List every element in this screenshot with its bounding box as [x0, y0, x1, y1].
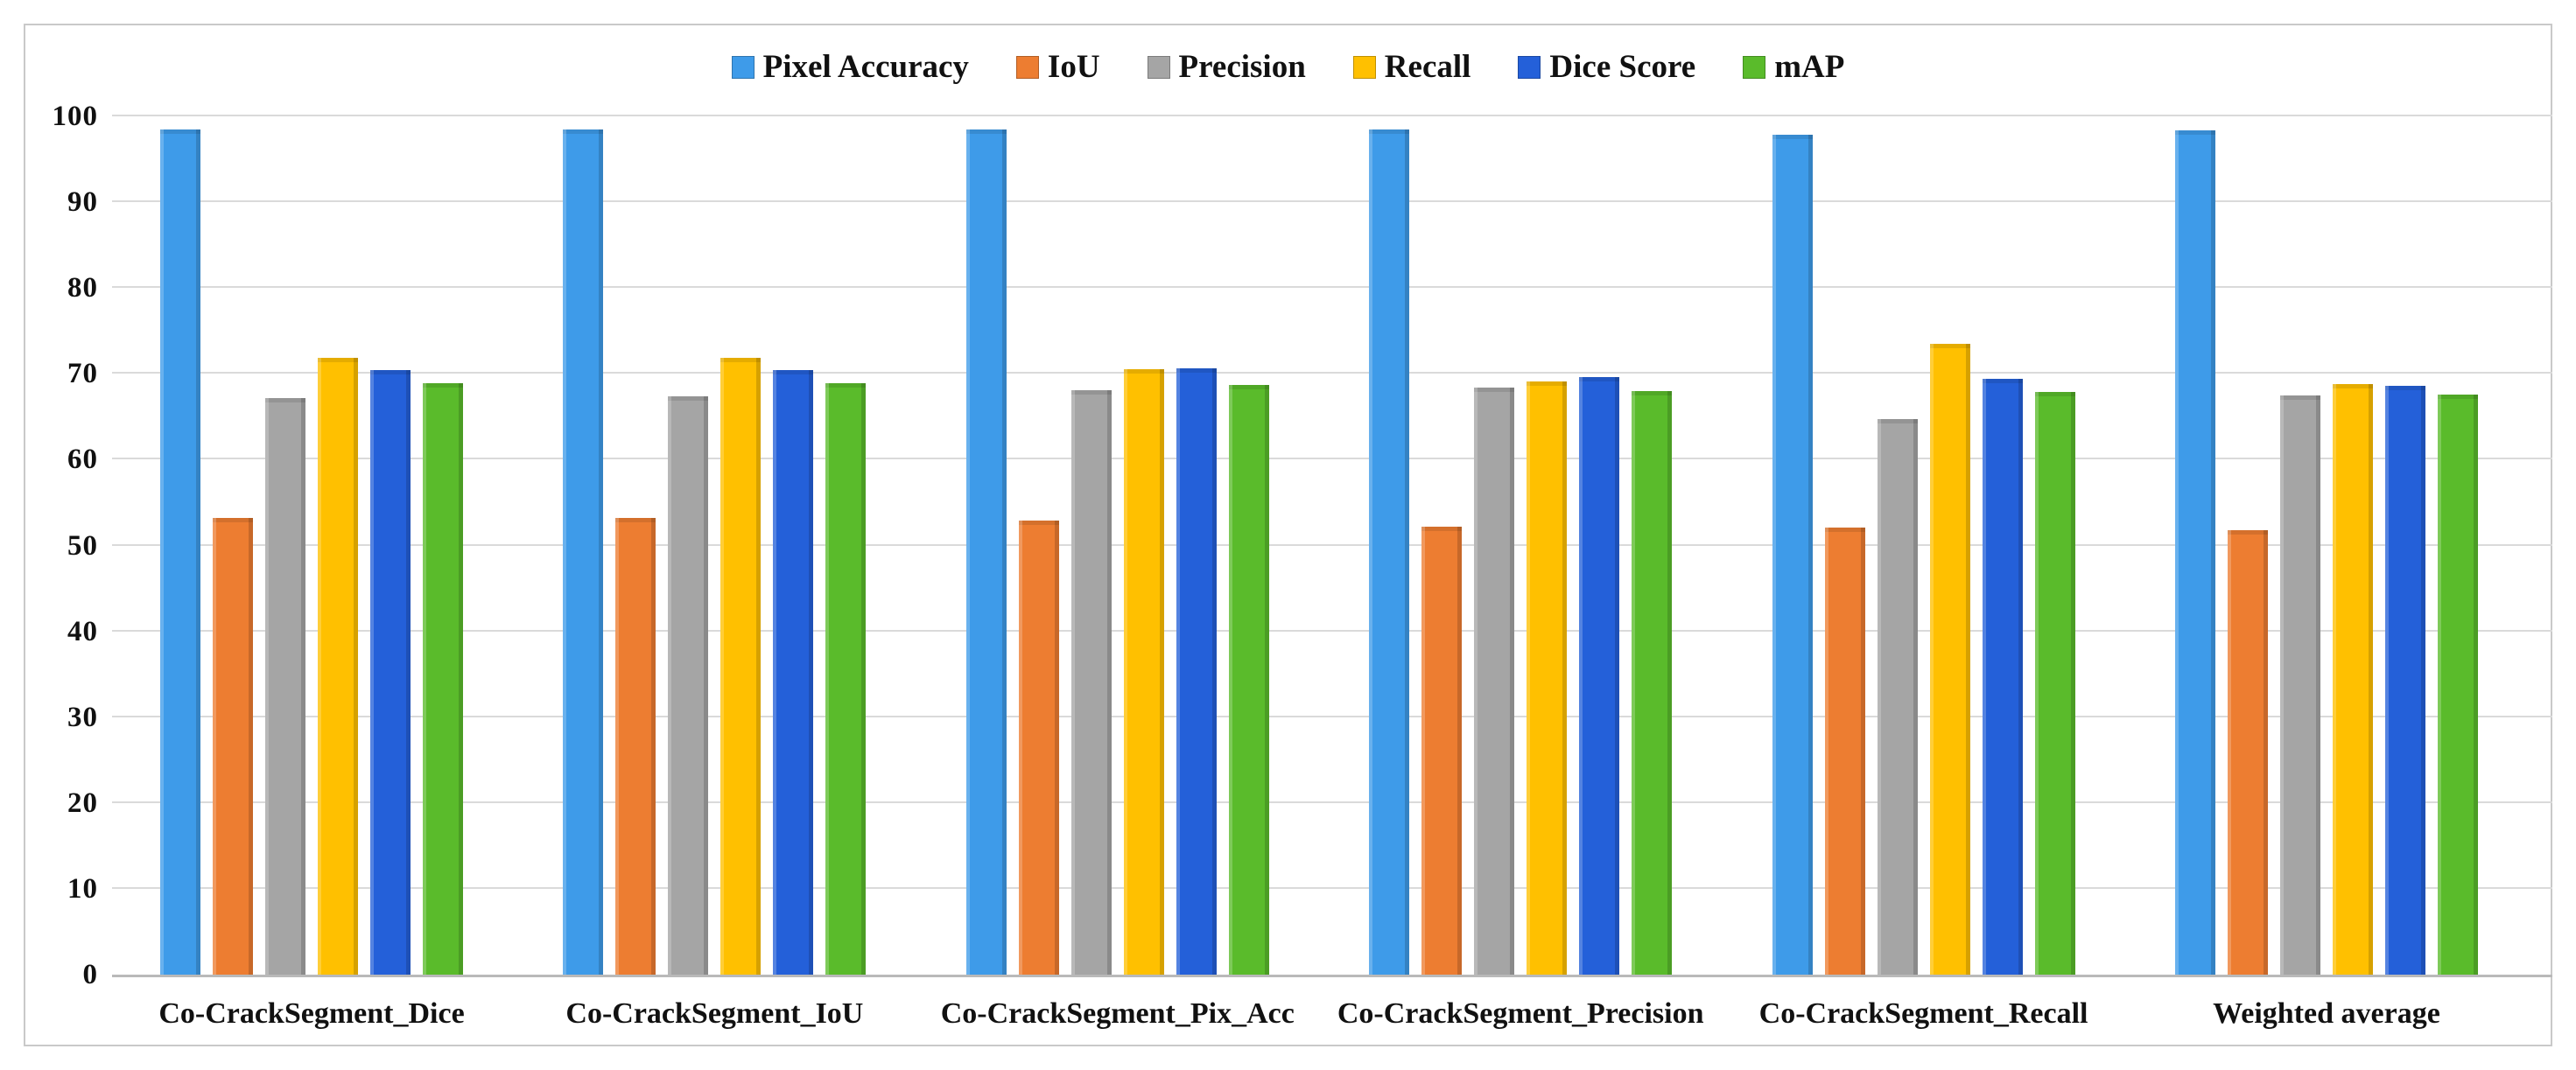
bar-group-co-cracksegment-precision: Co-CrackSegment_Precision	[1337, 116, 1703, 1030]
category-label-co-cracksegment-pix-acc: Co-CrackSegment_Pix_Acc	[940, 997, 1295, 1030]
legend-swatch-icon	[1743, 55, 1766, 79]
bar-map	[1228, 385, 1269, 975]
bar-recall	[318, 357, 358, 975]
gridline-70	[112, 372, 2552, 374]
bar-precision	[2279, 395, 2320, 975]
bar-iou	[2227, 529, 2268, 975]
legend-swatch-icon	[1518, 55, 1541, 79]
legend-label: mAP	[1774, 49, 1845, 85]
category-label-co-cracksegment-recall: Co-CrackSegment_Recall	[1758, 997, 2088, 1030]
category-label-co-cracksegment-dice: Co-CrackSegment_Dice	[158, 997, 465, 1030]
category-label-co-cracksegment-iou: Co-CrackSegment_IoU	[565, 997, 864, 1030]
legend-label: Pixel Accuracy	[762, 49, 969, 85]
bar-recall	[1123, 369, 1164, 975]
bar-recall	[720, 357, 762, 975]
bar-dice-score	[1982, 379, 2023, 975]
bar-precision	[1877, 419, 1918, 975]
bar-group-co-cracksegment-recall: Co-CrackSegment_Recall	[1759, 116, 2088, 1030]
category-label-weighted-average: Weighted average	[2213, 997, 2440, 1030]
bar-precision	[1070, 389, 1112, 975]
bar-groups: Co-CrackSegment_Dice Co-CrackSegment_IoU C…	[158, 116, 2478, 1030]
gridline-80	[112, 286, 2552, 289]
bar-pixel-accuracy	[1369, 129, 1410, 975]
bar-pixel-accuracy	[965, 129, 1007, 975]
bar-map	[825, 383, 867, 975]
bar-dice-score	[2384, 386, 2425, 975]
bar-map	[2034, 391, 2075, 975]
legend-swatch-icon	[1147, 55, 1170, 79]
bar-dice-score	[773, 370, 814, 975]
legend-label: Precision	[1178, 49, 1306, 85]
legend-label: IoU	[1047, 49, 1100, 85]
bar-group-weighted-average: Weighted average	[2174, 116, 2478, 1030]
bar-dice-score	[1176, 368, 1217, 975]
bar-iou	[615, 518, 656, 975]
legend-item-recall: Recall	[1352, 48, 1471, 86]
gridline-30	[112, 715, 2552, 717]
plot-area: 0 10 20 30 40 50 60 70 80 90 100 Co-CrackSegment_D…	[53, 102, 2552, 1030]
bar-recall	[2332, 384, 2373, 975]
bar-map	[423, 383, 463, 975]
bar-precision	[1474, 388, 1515, 975]
legend-label: Recall	[1384, 49, 1471, 85]
gridline-90	[112, 200, 2552, 203]
legend-item-pixel-accuracy: Pixel Accuracy	[731, 48, 969, 86]
bar-pixel-accuracy	[563, 129, 604, 975]
gridline-100	[112, 115, 2552, 116]
gridline-20	[112, 801, 2552, 803]
legend-label: Dice Score	[1549, 49, 1696, 85]
bar-iou	[1824, 527, 1865, 975]
gridline-60	[112, 458, 2552, 460]
gridline-40	[112, 629, 2552, 632]
chart-figure: Pixel Accuracy IoU Precision Recall Dice Sco…	[24, 24, 2552, 1046]
bar-group-co-cracksegment-iou: Co-CrackSegment_IoU	[563, 116, 867, 1030]
bar-map	[1632, 390, 1673, 975]
legend-item-map: mAP	[1743, 48, 1844, 86]
gridline-10	[112, 886, 2552, 889]
bar-group-co-cracksegment-pix-acc: Co-CrackSegment_Pix_Acc	[941, 116, 1295, 1030]
bar-iou	[1421, 526, 1463, 975]
bar-precision	[668, 395, 709, 975]
bar-precision	[265, 397, 305, 975]
legend-swatch-icon	[731, 55, 755, 79]
legend-swatch-icon	[1015, 55, 1039, 79]
bar-iou	[1018, 521, 1059, 975]
bar-map	[2437, 394, 2478, 975]
legend-swatch-icon	[1352, 55, 1376, 79]
category-label-co-cracksegment-precision: Co-CrackSegment_Precision	[1337, 997, 1704, 1030]
bar-dice-score	[370, 370, 411, 975]
bar-pixel-accuracy	[2174, 129, 2215, 975]
bar-pixel-accuracy	[160, 129, 200, 975]
legend-item-dice-score: Dice Score	[1518, 48, 1695, 86]
bar-dice-score	[1579, 377, 1620, 975]
bar-recall	[1929, 343, 1970, 975]
bar-recall	[1527, 381, 1568, 975]
bar-iou	[213, 518, 253, 975]
gridline-50	[112, 543, 2552, 546]
bar-pixel-accuracy	[1772, 134, 1813, 975]
legend-item-iou: IoU	[1015, 48, 1100, 86]
legend-item-precision: Precision	[1147, 48, 1306, 86]
bar-group-co-cracksegment-dice: Co-CrackSegment_Dice	[158, 116, 465, 1030]
legend: Pixel Accuracy IoU Precision Recall Dice Sco…	[25, 48, 2551, 86]
